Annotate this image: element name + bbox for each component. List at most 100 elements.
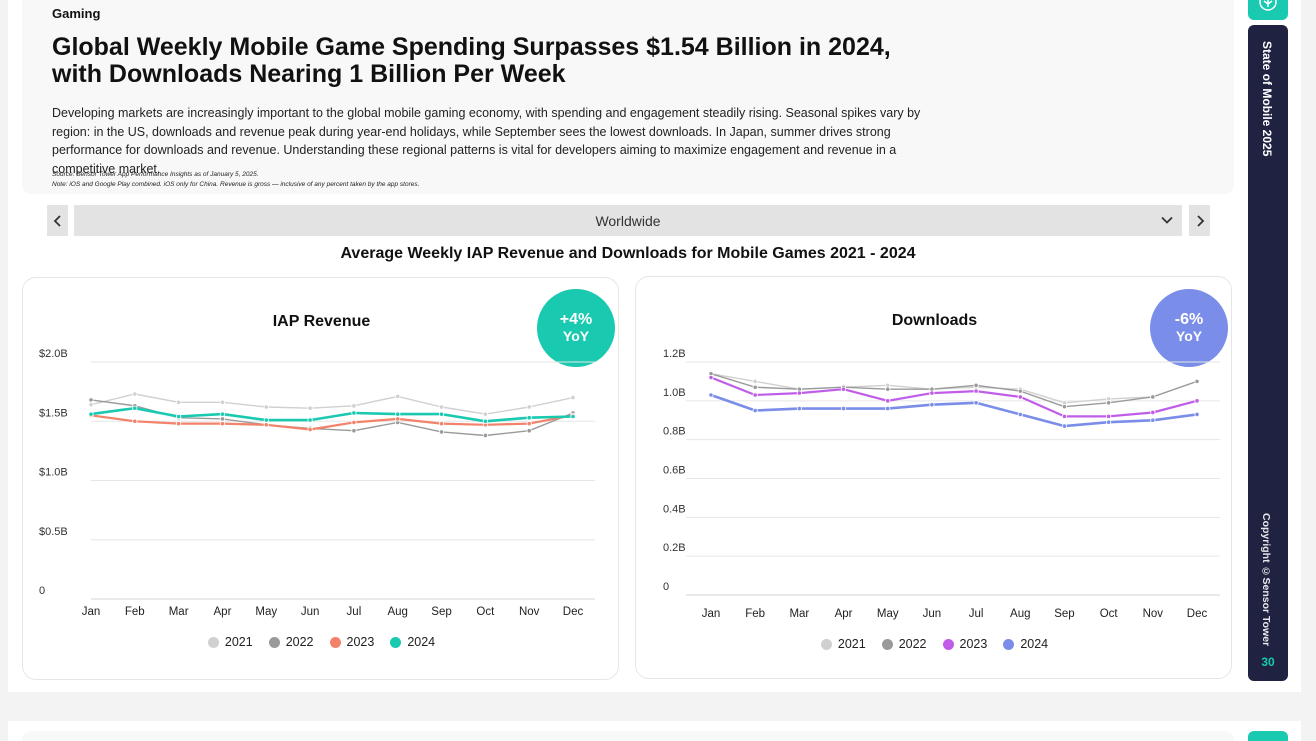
legend-label: 2023 xyxy=(346,635,375,649)
data-point-2023 xyxy=(526,421,532,427)
iap-revenue-yoy-badge: +4% YoY xyxy=(537,289,615,367)
note-text: Note: iOS and Google Play combined. iOS … xyxy=(52,181,420,188)
x-tick-label: Jul xyxy=(969,608,984,620)
data-point-2024 xyxy=(929,402,935,408)
x-tick-label: Dec xyxy=(563,606,584,618)
data-point-2022 xyxy=(1061,404,1068,410)
data-point-2024 xyxy=(132,405,138,411)
data-point-2022 xyxy=(438,429,445,435)
data-point-2023 xyxy=(885,398,891,404)
source-text: Source: Sensor Tower App Performance Ins… xyxy=(52,171,259,178)
legend-item-2023: 2023 xyxy=(329,635,375,649)
data-point-2024 xyxy=(526,415,532,421)
legend-dot xyxy=(207,636,219,648)
data-point-2023 xyxy=(973,388,979,394)
data-point-2023 xyxy=(263,422,269,428)
data-point-2024 xyxy=(885,406,891,412)
data-point-2022 xyxy=(88,397,94,403)
data-point-2024 xyxy=(88,411,94,417)
y-tick-label: $1.0B xyxy=(39,467,68,479)
page-description: Developing markets are increasingly impo… xyxy=(52,106,921,176)
data-point-2024 xyxy=(263,417,269,423)
data-point-2023 xyxy=(840,386,847,392)
data-point-2022 xyxy=(526,428,532,434)
data-point-2024 xyxy=(752,407,758,414)
legend-item-2024: 2024 xyxy=(1003,637,1048,651)
data-point-2023 xyxy=(929,390,935,396)
y-tick-label: $2.0B xyxy=(39,348,68,360)
data-point-2024 xyxy=(1017,411,1023,418)
data-point-2022 xyxy=(973,382,979,388)
data-point-2021 xyxy=(88,402,94,408)
data-point-2023 xyxy=(176,421,182,427)
x-tick-label: May xyxy=(877,608,899,620)
data-point-2022 xyxy=(885,386,891,392)
legend-dot xyxy=(329,636,341,648)
data-point-2024 xyxy=(438,411,445,417)
data-point-2021 xyxy=(132,391,138,397)
legend-item-2021: 2021 xyxy=(207,635,253,649)
yoy-label: YoY xyxy=(562,328,590,344)
legend-label: 2024 xyxy=(1020,637,1049,651)
x-tick-label: Feb xyxy=(125,606,145,618)
legend-label: 2022 xyxy=(285,635,314,649)
series-line-2023 xyxy=(710,376,1198,418)
downloads-panel: Downloads -6% YoY 0 0.2B 0.4B 0.6B 0.8B 1.0B 1… xyxy=(635,276,1232,679)
data-point-2021 xyxy=(263,404,269,410)
data-point-2024 xyxy=(395,411,401,417)
legend-dot xyxy=(881,638,893,650)
copyright-text: Copyright ©Sensor Tower xyxy=(1260,513,1272,647)
sidebar: State of Mobile 2025 Copyright ©Sensor T… xyxy=(1248,25,1288,681)
series-line-2023 xyxy=(90,414,574,431)
next-region-button[interactable] xyxy=(1189,205,1210,236)
data-point-2023 xyxy=(752,392,758,398)
x-tick-label: Apr xyxy=(835,608,853,620)
header-card xyxy=(22,0,1234,194)
y-tick-label: 0.6B xyxy=(663,465,686,477)
data-point-2023 xyxy=(307,426,313,433)
data-point-2024 xyxy=(1061,423,1068,429)
x-tick-label: Sep xyxy=(1054,608,1074,620)
data-point-2022 xyxy=(752,384,758,390)
chevron-down-icon xyxy=(1161,216,1173,224)
next-slide-header xyxy=(22,731,1234,741)
legend-item-2024: 2024 xyxy=(390,635,435,649)
data-point-2024 xyxy=(840,406,847,412)
y-tick-label: 0.8B xyxy=(663,426,686,438)
source-note: Source: Sensor Tower App Performance Ins… xyxy=(52,170,752,190)
data-point-2023 xyxy=(1061,413,1068,419)
y-tick-label: $0.5B xyxy=(39,526,68,538)
legend-dot xyxy=(1003,638,1015,650)
x-tick-label: Jun xyxy=(301,606,320,618)
data-point-2022 xyxy=(1150,394,1156,400)
data-point-2021 xyxy=(219,399,226,405)
data-point-2024 xyxy=(1106,419,1112,425)
data-point-2023 xyxy=(438,421,445,427)
data-point-2023 xyxy=(351,419,357,426)
x-tick-label: Jul xyxy=(347,606,362,618)
x-tick-label: Jan xyxy=(702,608,721,620)
data-point-2024 xyxy=(796,406,802,412)
data-point-2021 xyxy=(570,394,576,401)
data-point-2022 xyxy=(1106,400,1112,406)
data-point-2023 xyxy=(395,416,401,422)
x-tick-label: Oct xyxy=(1100,608,1119,620)
previous-region-button[interactable] xyxy=(47,205,68,236)
yoy-label: YoY xyxy=(1175,328,1203,344)
chart-heading: Average Weekly IAP Revenue and Downloads… xyxy=(340,245,916,262)
y-tick-label: 1.2B xyxy=(663,348,686,360)
sensor-tower-logo-icon xyxy=(1259,0,1277,11)
region-dropdown[interactable]: Worldwide xyxy=(74,205,1182,236)
data-point-2024 xyxy=(1150,417,1156,423)
downloads-yoy-badge: -6% YoY xyxy=(1150,289,1228,367)
y-tick-label: 0 xyxy=(39,585,45,597)
yoy-value: +4% xyxy=(559,311,593,328)
legend-label: 2022 xyxy=(898,637,927,651)
legend-label: 2021 xyxy=(837,637,866,651)
data-point-2023 xyxy=(796,390,802,396)
x-tick-label: Oct xyxy=(476,606,495,618)
legend-label: 2023 xyxy=(959,637,988,651)
x-tick-label: May xyxy=(255,606,277,618)
y-tick-label: 0 xyxy=(663,581,669,593)
region-selected-value: Worldwide xyxy=(595,212,661,229)
